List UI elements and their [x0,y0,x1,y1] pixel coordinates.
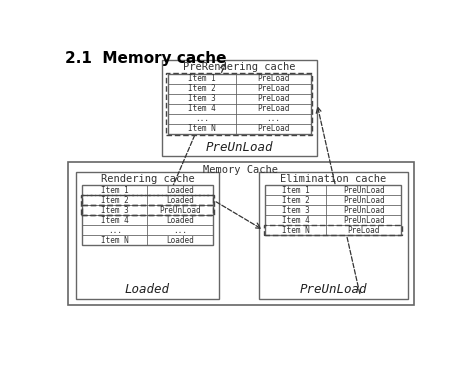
Text: Loaded: Loaded [166,236,194,245]
Text: PreUnLoad: PreUnLoad [205,141,273,154]
Text: Item N: Item N [282,226,309,235]
Text: Item 1: Item 1 [101,186,129,195]
Bar [264,225,402,236]
Text: Loaded: Loaded [166,186,194,195]
Bar [68,162,414,305]
Text: Loaded: Loaded [125,283,170,296]
Text: 2.1  Memory cache: 2.1 Memory cache [65,51,227,66]
Text: PreLoad: PreLoad [258,124,290,133]
Text: Item 3: Item 3 [282,206,309,215]
Text: PreRendering cache: PreRendering cache [183,62,296,72]
Bar [162,60,317,156]
Text: Item 2: Item 2 [188,84,216,93]
Text: ...: ... [196,114,209,123]
Text: PreUnLoad: PreUnLoad [343,186,384,195]
Bar [81,195,214,215]
Text: PreUnLoad: PreUnLoad [343,196,384,205]
Text: Elimination cache: Elimination cache [280,174,386,184]
Text: Rendering cache: Rendering cache [101,174,195,184]
Text: ...: ... [108,226,122,235]
Text: Item 4: Item 4 [101,216,129,225]
Text: Item 1: Item 1 [282,186,309,195]
Text: Item N: Item N [101,236,129,245]
Text: PreLoad: PreLoad [258,104,290,113]
Bar [76,172,219,299]
Text: ...: ... [173,226,187,235]
Text: Item 2: Item 2 [282,196,309,205]
Bar [168,74,311,134]
Text: PreUnLoad: PreUnLoad [343,216,384,225]
Bar [258,172,407,299]
Text: PreUnLoad: PreUnLoad [159,206,201,215]
Bar [82,195,213,206]
Bar [265,185,401,236]
Text: Item 4: Item 4 [188,104,216,113]
Text: ...: ... [266,114,281,123]
Text: Item N: Item N [188,124,216,133]
Text: PreUnLoad: PreUnLoad [299,283,367,296]
Text: PreLoad: PreLoad [258,84,290,93]
Text: PreLoad: PreLoad [348,226,380,235]
Bar [82,185,213,245]
Text: Item 1: Item 1 [188,74,216,83]
Text: Item 3: Item 3 [188,94,216,103]
Text: Loaded: Loaded [166,196,194,205]
Text: PreUnLoad: PreUnLoad [343,206,384,215]
Text: Item 3: Item 3 [101,206,129,215]
Text: PreLoad: PreLoad [258,74,290,83]
Bar [82,206,213,215]
Text: Loaded: Loaded [166,216,194,225]
Text: Memory Cache: Memory Cache [204,165,278,175]
Text: Item 2: Item 2 [101,196,129,205]
Bar [166,73,312,135]
Text: PreLoad: PreLoad [258,94,290,103]
Text: Item 4: Item 4 [282,216,309,225]
